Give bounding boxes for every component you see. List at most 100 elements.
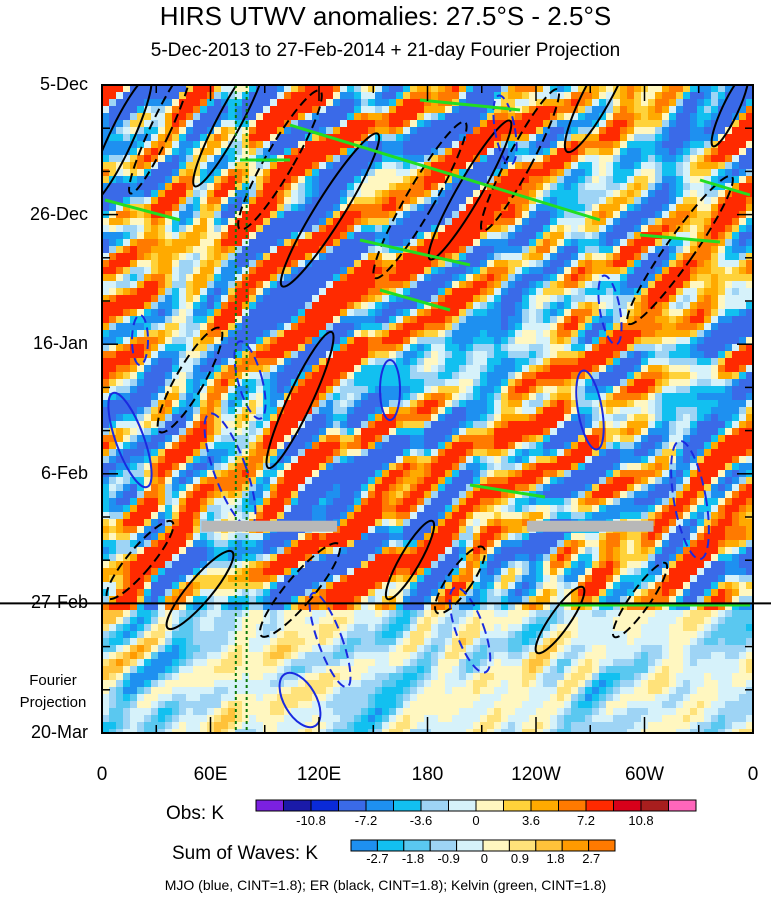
x-tick-label: 120W bbox=[511, 764, 561, 785]
contour-legend-footer: MJO (blue, CINT=1.8); ER (black, CINT=1.… bbox=[164, 877, 607, 893]
y-tick-label: 6-Feb bbox=[40, 462, 88, 483]
mjo-contour bbox=[492, 94, 518, 166]
mjo-contour bbox=[278, 671, 322, 729]
x-tick-label: 0 bbox=[96, 764, 108, 785]
colorbar-tick-label: -0.9 bbox=[437, 851, 460, 866]
er-contour bbox=[265, 330, 335, 470]
colorbar-tick-label: 2.7 bbox=[582, 851, 601, 866]
kelvin-contour bbox=[419, 98, 521, 112]
obs-color-swatch bbox=[338, 799, 367, 812]
mjo-contour bbox=[131, 314, 149, 366]
obs-color-swatch bbox=[613, 799, 642, 812]
mjo-contour bbox=[233, 340, 267, 420]
y-tick-label: 5-Dec bbox=[39, 74, 88, 94]
colorbar-tick-label: 10.8 bbox=[628, 813, 654, 828]
x-tick-label: 180 bbox=[411, 764, 444, 785]
obs-color-swatch bbox=[530, 799, 559, 812]
kelvin-contour bbox=[359, 238, 471, 267]
mjo-contour bbox=[670, 439, 710, 561]
obs-color-swatch bbox=[503, 799, 532, 812]
colorbar-tick-label: -1.8 bbox=[401, 851, 425, 866]
chart-subtitle: 5-Dec-2013 to 27-Feb-2014 + 21-day Fouri… bbox=[150, 40, 621, 61]
waves-color-swatch bbox=[588, 839, 616, 852]
kelvin-contour bbox=[289, 123, 601, 222]
y-tick-label: 20-Mar bbox=[30, 722, 88, 742]
x-tick-label: 60E bbox=[193, 764, 228, 785]
obs-color-swatch bbox=[640, 799, 669, 812]
waves-colorbar bbox=[350, 839, 616, 852]
colorbar-tick-label: -3.6 bbox=[409, 813, 433, 828]
axis-ticks bbox=[101, 84, 754, 734]
er-contour bbox=[105, 519, 175, 601]
colorbar-tick-label: 7.2 bbox=[576, 813, 596, 828]
waves-color-swatch bbox=[456, 839, 484, 852]
mjo-contour bbox=[379, 359, 401, 421]
er-contour bbox=[372, 120, 468, 280]
colorbar-tick-label: 1.8 bbox=[546, 851, 565, 866]
kelvin-contour bbox=[639, 233, 721, 244]
er-contour bbox=[434, 545, 486, 615]
obs-color-swatch bbox=[558, 799, 587, 812]
chart-title: HIRS UTWV anomalies: 27.5°S - 2.5°S bbox=[159, 1, 612, 31]
er-contour bbox=[128, 85, 192, 195]
colorbar-tick-label: 0.9 bbox=[510, 851, 529, 866]
obs-color-swatch bbox=[365, 799, 394, 812]
waves-color-swatch bbox=[508, 839, 537, 852]
mjo-contour bbox=[107, 391, 153, 489]
mjo-contour bbox=[448, 586, 492, 674]
y-tick-label: 26-Dec bbox=[29, 203, 88, 224]
er-contour bbox=[534, 585, 586, 655]
colorbar-tick-label: 0 bbox=[472, 813, 480, 828]
waves-color-swatch bbox=[376, 839, 405, 852]
er-contour bbox=[427, 119, 513, 261]
er-contour bbox=[156, 326, 224, 434]
obs-color-swatch bbox=[585, 799, 614, 812]
waves-color-swatch bbox=[482, 839, 510, 852]
er-contour bbox=[279, 132, 381, 288]
anomaly-field bbox=[102, 85, 753, 733]
obs-color-swatch bbox=[420, 799, 449, 812]
fourier-projection-label: Fourier Projection bbox=[19, 672, 87, 711]
er-contour bbox=[165, 549, 235, 631]
obs-colorbar-title: Obs: K bbox=[166, 803, 225, 824]
mjo-contour bbox=[308, 591, 352, 689]
y-tick-label: 16-Jan bbox=[32, 333, 88, 354]
wave-contours bbox=[102, 85, 751, 729]
er-contour bbox=[102, 85, 153, 205]
obs-color-swatch bbox=[668, 799, 697, 812]
obs-color-swatch bbox=[448, 799, 477, 812]
obs-colorbar bbox=[255, 799, 697, 812]
er-contour bbox=[384, 519, 436, 601]
mjo-contour bbox=[575, 369, 605, 451]
kelvin-contour bbox=[699, 178, 751, 197]
er-contour bbox=[626, 174, 734, 326]
waves-colorbar-title: Sum of Waves: K bbox=[172, 843, 319, 864]
waves-color-swatch bbox=[350, 839, 378, 852]
x-tick-label: 0 bbox=[747, 764, 759, 785]
mjo-contour bbox=[597, 274, 623, 346]
er-contour bbox=[479, 88, 561, 232]
obs-color-swatch bbox=[283, 799, 312, 812]
colorbar-tick-label: -10.8 bbox=[296, 813, 326, 828]
waves-color-swatch bbox=[561, 839, 590, 852]
x-tick-label: 120E bbox=[296, 764, 342, 785]
er-contour bbox=[563, 85, 637, 154]
er-contour bbox=[710, 85, 750, 148]
colorbar-tick-label: -2.7 bbox=[366, 851, 389, 866]
kelvin-contour bbox=[104, 198, 181, 222]
obs-color-swatch bbox=[310, 799, 339, 812]
colorbar-tick-label: 0 bbox=[480, 851, 488, 866]
y-tick-label: 27-Feb bbox=[30, 592, 88, 613]
waves-color-swatch bbox=[535, 839, 563, 852]
obs-color-swatch bbox=[475, 799, 504, 812]
colorbar-tick-label: -7.2 bbox=[354, 813, 378, 828]
reference-lines bbox=[201, 85, 654, 733]
kelvin-contour bbox=[469, 483, 546, 499]
colorbar-tick-label: 3.6 bbox=[521, 813, 541, 828]
waves-color-swatch bbox=[429, 839, 458, 852]
er-contour bbox=[258, 542, 342, 638]
obs-color-swatch bbox=[255, 799, 284, 812]
obs-color-swatch bbox=[393, 799, 422, 812]
